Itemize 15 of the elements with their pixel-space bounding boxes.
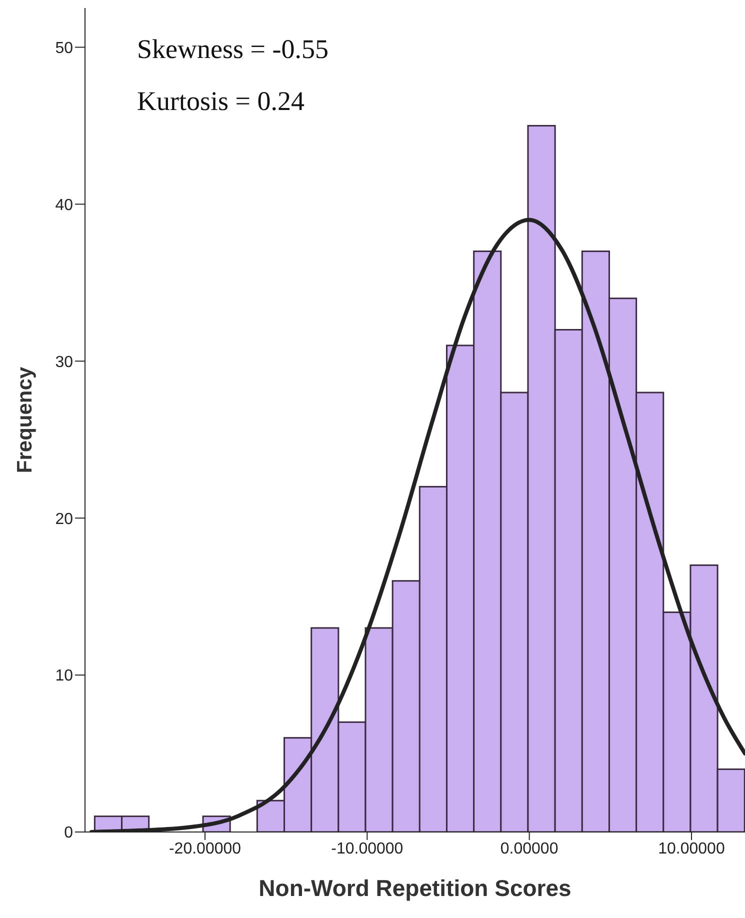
x-tick-label: 10.00000	[658, 840, 725, 858]
y-tick-label: 40	[55, 196, 74, 214]
y-tick-label: 50	[55, 40, 74, 57]
x-tick-label: 0.00000	[500, 840, 558, 858]
x-tick-label: -10.00000	[331, 840, 404, 858]
line-series	[89, 218, 745, 832]
annotation: Skewness = -0.55	[137, 34, 328, 64]
y-tick-label: 10	[55, 668, 74, 685]
x-axis-title: Non-Word Repetition Scores	[258, 875, 572, 901]
y-axis-title: Frequency	[13, 366, 36, 474]
y-tick-label: 20	[55, 510, 74, 528]
y-tick-label: 30	[55, 354, 74, 371]
annotation: Kurtosis = 0.24	[137, 86, 305, 116]
y-tick-label: 0	[64, 824, 74, 842]
x-tick-label: -20.00000	[168, 840, 242, 858]
